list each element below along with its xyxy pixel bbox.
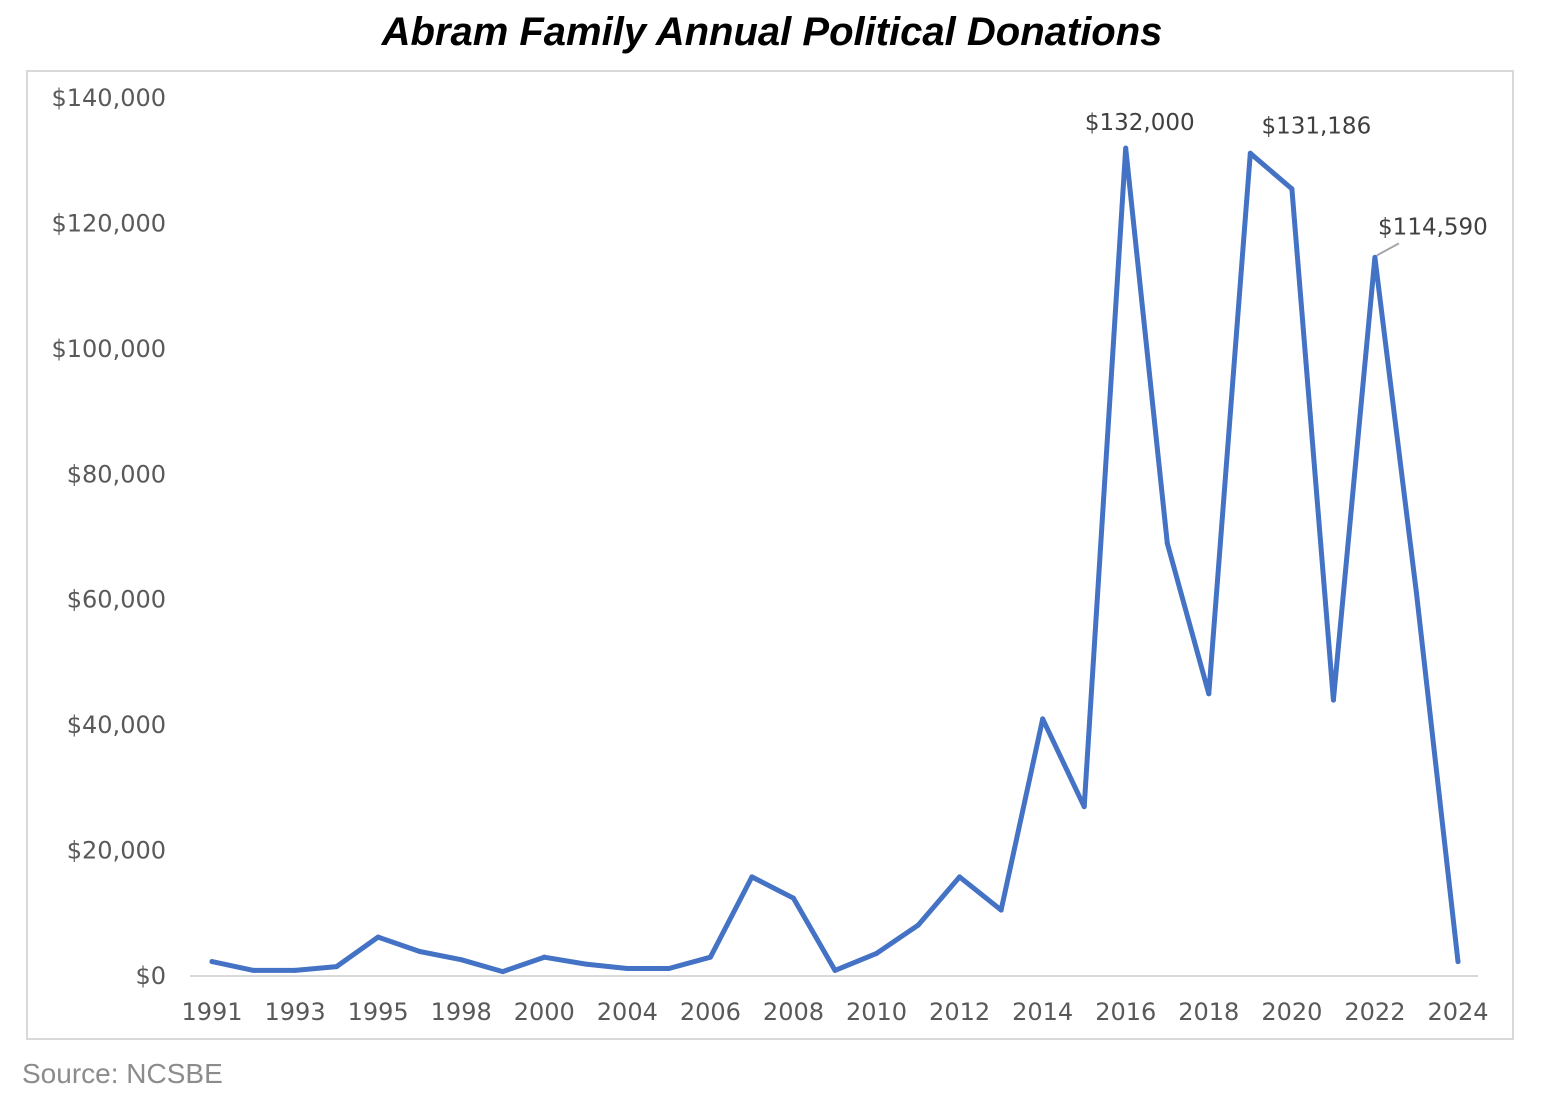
data-point	[1372, 254, 1378, 260]
x-tick-label: 2010	[846, 998, 907, 1026]
x-tick-label: 2012	[929, 998, 990, 1026]
x-tick-label: 2020	[1261, 998, 1322, 1026]
data-label-leader	[1376, 242, 1400, 257]
data-point	[874, 950, 880, 956]
data-point	[1330, 697, 1336, 703]
x-axis-tick-labels: 1991 1993 1995 1998 2000 2004 2006 2008 2010 2012…	[181, 998, 1488, 1026]
data-labels: $132,000 $131,186 $114,590	[1085, 110, 1488, 257]
data-point	[500, 969, 506, 975]
data-point	[1164, 540, 1170, 546]
data-point	[334, 964, 340, 970]
x-tick-label: 2008	[763, 998, 824, 1026]
data-point	[832, 967, 838, 973]
y-tick-label: $20,000	[67, 837, 166, 865]
data-point	[458, 957, 464, 963]
y-axis-tick-labels: $0 $20,000 $40,000 $60,000 $80,000 $100,000 $1…	[51, 84, 166, 990]
x-tick-label: 2016	[1095, 998, 1156, 1026]
x-tick-label: 2014	[1012, 998, 1073, 1026]
chart-area	[26, 70, 1514, 1040]
data-point	[957, 874, 963, 880]
chart-title: Abram Family Annual Political Donations	[381, 10, 1163, 54]
x-tick-label: 1995	[348, 998, 409, 1026]
x-tick-label: 1991	[181, 998, 242, 1026]
y-tick-label: $80,000	[67, 460, 166, 488]
data-point	[251, 967, 257, 973]
data-point	[790, 895, 796, 901]
data-point	[375, 934, 381, 940]
x-tick-label: 1998	[431, 998, 492, 1026]
data-point	[624, 965, 630, 971]
x-tick-label: 2006	[680, 998, 741, 1026]
data-point	[1040, 716, 1046, 722]
data-point	[583, 961, 589, 967]
x-tick-label: 2018	[1178, 998, 1239, 1026]
y-tick-label: $60,000	[67, 586, 166, 614]
x-tick-label: 2024	[1427, 998, 1488, 1026]
data-point	[541, 954, 547, 960]
x-tick-label: 2022	[1344, 998, 1405, 1026]
x-tick-label: 2004	[597, 998, 658, 1026]
data-point	[1123, 145, 1129, 151]
data-point	[666, 965, 672, 971]
data-label: $131,186	[1261, 113, 1371, 139]
data-point	[1289, 186, 1295, 192]
y-tick-label: $0	[135, 962, 166, 990]
data-point	[1081, 804, 1087, 810]
y-tick-label: $120,000	[51, 209, 166, 237]
x-tick-label: 2000	[514, 998, 575, 1026]
data-point	[707, 954, 713, 960]
y-tick-label: $100,000	[51, 335, 166, 363]
data-point	[417, 949, 423, 955]
data-point	[1247, 150, 1253, 156]
data-point	[998, 907, 1004, 913]
data-label: $132,000	[1085, 110, 1195, 136]
data-point	[1413, 590, 1419, 596]
series-group	[209, 145, 1461, 975]
source-note: Source: NCSBE	[22, 1058, 223, 1089]
data-point	[1455, 959, 1461, 965]
data-point	[915, 922, 921, 928]
x-tick-label: 1993	[265, 998, 326, 1026]
series-line	[209, 145, 1461, 975]
y-tick-label: $40,000	[67, 711, 166, 739]
y-tick-label: $140,000	[51, 84, 166, 112]
data-point	[209, 959, 215, 965]
data-point	[1206, 691, 1212, 697]
data-point	[749, 874, 755, 880]
data-point	[292, 967, 298, 973]
data-label: $114,590	[1378, 214, 1488, 240]
